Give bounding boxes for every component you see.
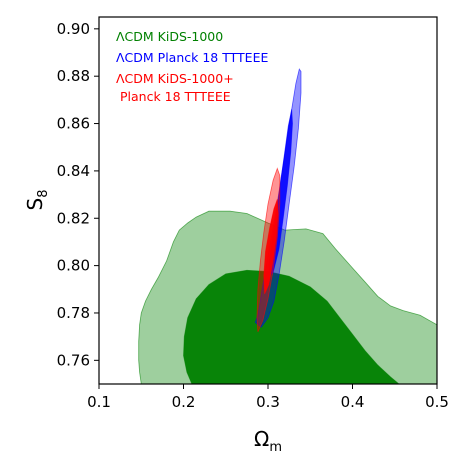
x-tick-label: 0.2 xyxy=(172,393,196,411)
y-tick-label: 0.84 xyxy=(57,162,90,180)
y-axis-title: S8 xyxy=(23,190,51,211)
legend: ΛCDM KiDS-1000 ΛCDM Planck 18 TTTEEE ΛCD… xyxy=(116,29,268,104)
x-tick-label: 0.1 xyxy=(87,393,111,411)
x-tick-label: 0.3 xyxy=(256,393,280,411)
y-tick-label: 0.80 xyxy=(57,257,90,275)
y-tick-label: 0.88 xyxy=(57,67,90,85)
contour-cdm-kids-1000-planck-18-ttteee-68pct xyxy=(263,199,279,295)
x-tick-label: 0.4 xyxy=(341,393,365,411)
y-tick-label: 0.86 xyxy=(57,115,90,133)
legend-entry-combined: ΛCDM KiDS-1000+ xyxy=(116,71,234,86)
legend-entry-planck: ΛCDM Planck 18 TTTEEE xyxy=(116,50,268,65)
x-tick-label: 0.5 xyxy=(425,393,449,411)
y-axis: 0.76 0.78 0.80 0.82 0.84 0.86 0.88 0.90 xyxy=(57,20,99,369)
x-axis-title: Ωm xyxy=(254,427,282,455)
contour-cdm-kids-1000-68pct xyxy=(183,269,400,384)
legend-entry-combined-line2: Planck 18 TTTEEE xyxy=(116,89,231,104)
y-tick-label: 0.82 xyxy=(57,209,90,227)
legend-entry-kids: ΛCDM KiDS-1000 xyxy=(116,29,223,44)
x-axis: 0.1 0.2 0.3 0.4 0.5 xyxy=(87,384,449,411)
y-tick-label: 0.78 xyxy=(57,304,90,322)
contour-layer xyxy=(138,68,437,384)
y-tick-label: 0.90 xyxy=(57,20,90,38)
y-tick-label: 0.76 xyxy=(57,351,90,369)
